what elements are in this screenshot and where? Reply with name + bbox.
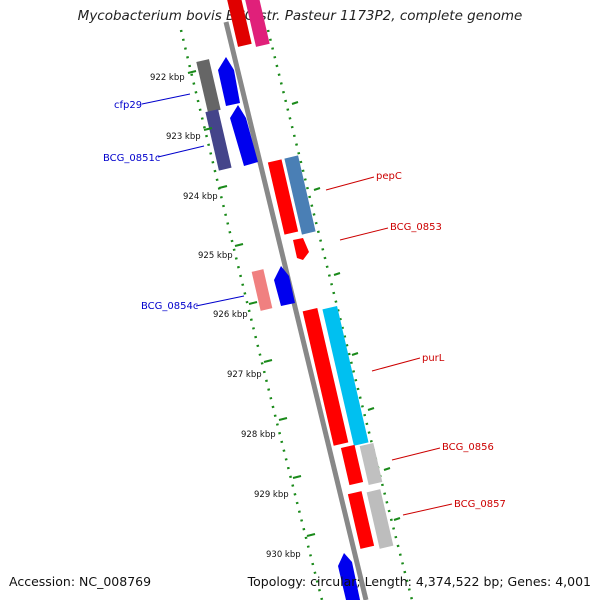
tick-924: 924 kbp	[183, 185, 228, 202]
cds-feature-pepC-red[interactable]	[267, 159, 299, 235]
tick-label: 930 kbp	[266, 550, 301, 560]
gene-label-cfp29[interactable]: cfp29	[114, 100, 142, 111]
gene-label-0853[interactable]: BCG_0853	[390, 222, 442, 233]
leader-0851c	[157, 145, 205, 158]
tick-925: 925 kbp	[198, 243, 244, 261]
cds-feature-0854c-blue[interactable]	[274, 266, 295, 306]
gene-label-0854c[interactable]: BCG_0854c	[141, 301, 198, 312]
tick-label: 923 kbp	[166, 132, 201, 142]
cds-feature-0857-grey[interactable]	[366, 489, 394, 549]
tick-930: 930 kbp	[266, 533, 316, 560]
cds-feature-0857-red[interactable]	[347, 491, 375, 549]
tick-923: 923 kbp	[166, 127, 213, 142]
map-title: Mycobacterium bovis BCG str. Pasteur 117…	[77, 8, 523, 24]
tick-929: 929 kbp	[254, 475, 302, 500]
cds-feature-cfp29-blue[interactable]	[218, 57, 240, 106]
cds-feature-bottom-blue[interactable]	[338, 553, 360, 600]
cds-feature-top-magenta[interactable]	[244, 0, 270, 47]
outer-dotted-track	[266, 29, 414, 600]
cds-feature-purL-cyan[interactable]	[322, 305, 369, 446]
leader-purL	[371, 357, 421, 372]
leader-0854c	[195, 295, 245, 307]
gene-label-0857[interactable]: BCG_0857	[454, 499, 506, 510]
accession-text: Accession: NC_008769	[9, 574, 152, 589]
tick-926: 926 kbp	[213, 301, 258, 320]
tick-label: 929 kbp	[254, 490, 289, 500]
tick-label: 922 kbp	[150, 73, 185, 83]
cds-feature-0851c-purple[interactable]	[205, 109, 232, 171]
cds-feature-0856-red[interactable]	[340, 444, 364, 486]
cds-feature-0853-steelblue[interactable]	[284, 155, 316, 235]
cds-feature-purL-red[interactable]	[302, 307, 349, 446]
cds-feature-0854c-pink[interactable]	[251, 269, 273, 311]
outer-track-minor-ticks	[291, 101, 401, 521]
genome-backbone	[223, 21, 369, 600]
genome-summary-text: Topology: circular; Length: 4,374,522 bp…	[247, 574, 591, 589]
inner-dotted-track	[179, 29, 324, 600]
leader-cfp29	[141, 93, 191, 105]
gene-label-0856[interactable]: BCG_0856	[442, 442, 494, 453]
tick-922: 922 kbp	[150, 70, 197, 83]
gene-label-0851c[interactable]: BCG_0851c	[103, 153, 160, 164]
tick-label: 927 kbp	[227, 370, 262, 380]
tick-label: 928 kbp	[241, 430, 276, 440]
tick-928: 928 kbp	[241, 417, 288, 440]
tick-927: 927 kbp	[227, 359, 273, 380]
cds-feature-0853-red[interactable]	[293, 238, 309, 260]
tick-label: 924 kbp	[183, 192, 218, 202]
cds-feature-cfp29-grey[interactable]	[196, 59, 221, 113]
gene-label-purL[interactable]: purL	[422, 353, 445, 364]
cds-feature-0856-grey[interactable]	[359, 442, 383, 486]
tick-label: 926 kbp	[213, 310, 248, 320]
leader-pepC	[325, 176, 375, 191]
tick-label: 925 kbp	[198, 251, 233, 261]
leader-0857	[402, 503, 453, 516]
cds-feature-top-red[interactable]	[226, 0, 252, 47]
leader-0856	[391, 447, 441, 461]
cds-feature-0851c-blue[interactable]	[230, 105, 258, 166]
gene-label-pepC[interactable]: pepC	[376, 171, 402, 182]
leader-0853	[339, 227, 389, 241]
